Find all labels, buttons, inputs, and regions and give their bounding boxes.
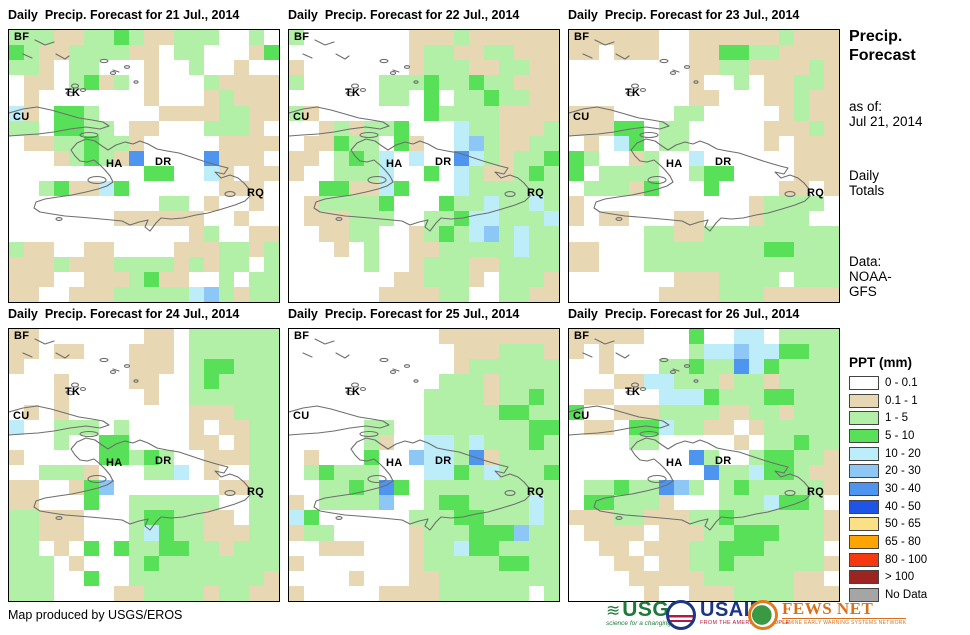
forecast-map-panel: Daily Precip. Forecast for 24 Jul., 2014… [8,307,281,602]
data-source-line2: GFS [849,284,877,299]
map-box: BF TK CU HA DR RQ [8,29,280,303]
legend-label: 30 - 40 [885,482,921,495]
legend: PPT (mm) 0 - 0.1 0.1 - 1 1 - 5 5 - 10 10 - 2… [849,355,969,604]
legend-item: 40 - 50 [849,498,969,516]
map-box: BF TK CU HA DR RQ [8,328,280,602]
legend-swatch [849,428,879,443]
legend-label: 50 - 65 [885,518,921,531]
legend-items: 0 - 0.1 0.1 - 1 1 - 5 5 - 10 10 - 20 20 - 30 3… [849,374,969,604]
fewsnet-globe-icon [748,600,778,630]
legend-title: PPT (mm) [849,355,913,370]
legend-swatch [849,446,879,461]
legend-item: 0.1 - 1 [849,392,969,410]
legend-item: 50 - 65 [849,516,969,534]
legend-label: 0 - 0.1 [885,376,918,389]
legend-label: 80 - 100 [885,553,928,566]
legend-item: No Data [849,586,969,604]
legend-swatch [849,464,879,479]
legend-item: 10 - 20 [849,445,969,463]
legend-item: 30 - 40 [849,480,969,498]
panel-title: Daily Precip. Forecast for 23 Jul., 2014 [568,8,800,22]
sidebar-title-line1: Precip. [849,28,903,45]
map-box: BF TK CU HA DR RQ [288,29,560,303]
legend-label: 65 - 80 [885,536,921,549]
precip-grid [569,329,839,601]
sidebar-title: Precip. Forecast [849,27,916,65]
forecast-map-panel: Daily Precip. Forecast for 26 Jul., 2014… [568,307,841,602]
panel-title: Daily Precip. Forecast for 24 Jul., 2014 [8,307,240,321]
legend-swatch [849,517,879,532]
map-box: BF TK CU HA DR RQ [568,29,840,303]
usgs-wave-icon: ≋ [606,600,621,620]
legend-swatch [849,481,879,496]
forecast-map-panel: Daily Precip. Forecast for 22 Jul., 2014… [288,8,561,303]
legend-label: 5 - 10 [885,429,915,442]
legend-label: No Data [885,589,928,602]
precip-grid [289,30,559,302]
legend-label: 20 - 30 [885,465,921,478]
precip-grid [569,30,839,302]
legend-swatch [849,535,879,550]
fewsnet-logo: FEWS NET FAMINE EARLY WARNING SYSTEMS NE… [748,599,907,632]
legend-swatch [849,375,879,390]
legend-swatch [849,411,879,426]
legend-item: 80 - 100 [849,551,969,569]
legend-label: 40 - 50 [885,500,921,513]
fewsnet-logo-text: FEWS NET [782,599,874,618]
credit-text: Map produced by USGS/EROS [8,608,183,622]
as-of-label: as of: [849,99,883,114]
panel-title: Daily Precip. Forecast for 25 Jul., 2014 [288,307,520,321]
legend-swatch [849,588,879,603]
data-label: Data: [849,254,882,269]
legend-item: 0 - 0.1 [849,374,969,392]
usaid-seal-icon [666,600,696,630]
map-box: BF TK CU HA DR RQ [288,328,560,602]
panel-title: Daily Precip. Forecast for 26 Jul., 2014 [568,307,800,321]
precip-grid [9,30,279,302]
totals-line1: Daily [849,168,880,183]
legend-swatch [849,552,879,567]
precip-grid [289,329,559,601]
legend-swatch [849,499,879,514]
legend-label: > 100 [885,571,915,584]
map-box: BF TK CU HA DR RQ [568,328,840,602]
legend-item: 65 - 80 [849,533,969,551]
forecast-map-panel: Daily Precip. Forecast for 25 Jul., 2014… [288,307,561,602]
legend-item: 5 - 10 [849,427,969,445]
legend-swatch [849,393,879,408]
panel-title: Daily Precip. Forecast for 21 Jul., 2014 [8,8,240,22]
as-of-date: Jul 21, 2014 [849,114,923,129]
legend-label: 1 - 5 [885,412,909,425]
legend-swatch [849,570,879,585]
legend-label: 10 - 20 [885,447,921,460]
fewsnet-tagline: FAMINE EARLY WARNING SYSTEMS NETWORK [782,618,907,626]
totals-line2: Totals [849,183,885,198]
forecast-map-panel: Daily Precip. Forecast for 23 Jul., 2014… [568,8,841,303]
usgs-tagline: science for a changing world [606,620,689,627]
panel-title: Daily Precip. Forecast for 22 Jul., 2014 [288,8,520,22]
legend-item: > 100 [849,569,969,587]
data-source-line1: NOAA- [849,269,892,284]
legend-item: 20 - 30 [849,462,969,480]
forecast-map-panel: Daily Precip. Forecast for 21 Jul., 2014… [8,8,281,303]
sidebar-title-line2: Forecast [849,47,916,64]
legend-item: 1 - 5 [849,409,969,427]
precip-grid [9,329,279,601]
legend-label: 0.1 - 1 [885,394,918,407]
usaid-tagline: FROM THE AMERICAN PEOPLE [700,620,790,626]
